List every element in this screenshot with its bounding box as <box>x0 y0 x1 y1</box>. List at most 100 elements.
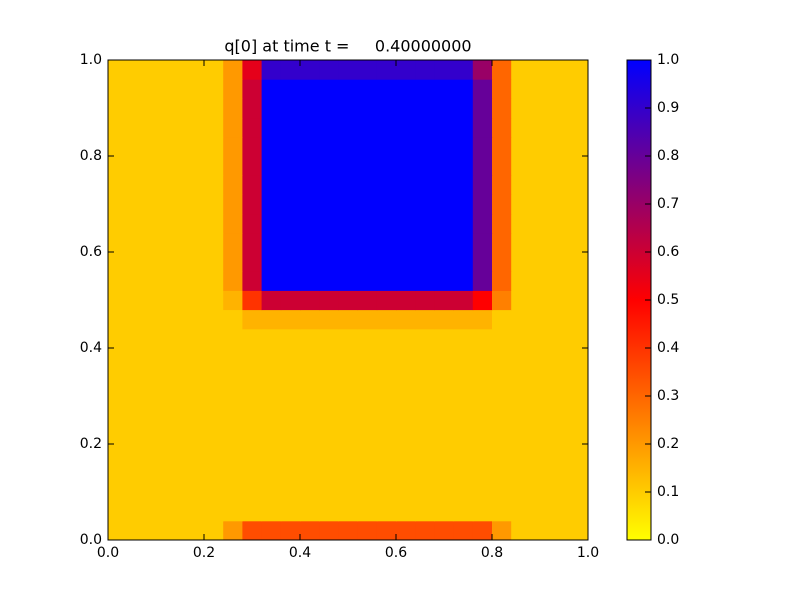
heatmap-cell <box>165 156 186 176</box>
heatmap-cell <box>300 520 320 541</box>
heatmap-cell <box>184 405 205 426</box>
heatmap-cell <box>472 520 493 541</box>
heatmap-cell <box>549 348 570 368</box>
heatmap-cell <box>530 405 551 426</box>
heatmap-cell <box>319 520 339 541</box>
heatmap-cell <box>165 424 186 445</box>
heatmap-cell <box>127 328 147 349</box>
heatmap-cell <box>492 232 512 253</box>
heatmap-cell <box>223 328 243 349</box>
heatmap-cell <box>472 271 493 291</box>
colorbar-tick-label: 0.1 <box>657 484 679 500</box>
x-tick-label: 1.0 <box>577 545 599 561</box>
heatmap-cell <box>146 98 167 119</box>
heatmap-cell <box>108 501 128 522</box>
heatmap-cell <box>184 136 205 157</box>
heatmap-cell <box>108 271 128 291</box>
heatmap-cell <box>184 424 205 445</box>
heatmap-cell <box>472 482 493 503</box>
heatmap-cell <box>146 309 167 330</box>
heatmap-cell <box>357 156 378 176</box>
heatmap-cell <box>127 194 147 215</box>
heatmap-cell <box>280 348 301 368</box>
heatmap-cell <box>204 156 224 176</box>
heatmap-cell <box>242 501 263 522</box>
heatmap-cell <box>223 194 243 215</box>
heatmap-cell <box>434 232 455 253</box>
heatmap-cell <box>319 463 339 483</box>
heatmap-cell <box>127 252 147 272</box>
heatmap-cell <box>165 444 186 464</box>
heatmap-cell <box>472 367 493 387</box>
heatmap-cell <box>127 156 147 176</box>
heatmap-cell <box>511 290 531 311</box>
heatmap-cell <box>453 501 474 522</box>
heatmap-cell <box>434 117 455 138</box>
heatmap-cell <box>319 444 339 464</box>
heatmap-cell <box>184 213 205 234</box>
heatmap-cell <box>415 79 435 99</box>
heatmap-cell <box>357 444 378 464</box>
heatmap-cell <box>396 501 416 522</box>
heatmap-cell <box>492 252 512 272</box>
heatmap-cell <box>146 463 167 483</box>
heatmap-cell <box>357 232 378 253</box>
heatmap-cell <box>492 79 512 99</box>
y-tick-label: 0.0 <box>80 532 102 548</box>
heatmap-cell <box>146 290 167 311</box>
heatmap-cell <box>376 156 397 176</box>
heatmap-cell <box>415 194 435 215</box>
heatmap-cell <box>530 386 551 407</box>
heatmap-cell <box>415 367 435 387</box>
heatmap-cell <box>127 309 147 330</box>
heatmap-cell <box>434 386 455 407</box>
heatmap-cell <box>396 232 416 253</box>
heatmap-cell <box>549 156 570 176</box>
heatmap-cell <box>511 156 531 176</box>
heatmap-cell <box>376 482 397 503</box>
heatmap-cell <box>549 98 570 119</box>
heatmap-cell <box>530 79 551 99</box>
heatmap-cell <box>319 424 339 445</box>
heatmap-cell <box>434 520 455 541</box>
heatmap-cell <box>319 156 339 176</box>
heatmap-cell <box>415 386 435 407</box>
heatmap-cell <box>319 328 339 349</box>
heatmap-cell <box>300 213 320 234</box>
heatmap-cell <box>261 213 282 234</box>
heatmap-cell <box>453 194 474 215</box>
heatmap-cell <box>376 136 397 157</box>
heatmap-cell <box>492 482 512 503</box>
heatmap-cell <box>280 175 301 195</box>
heatmap-cell <box>415 213 435 234</box>
heatmap-cell <box>511 136 531 157</box>
heatmap-cell <box>242 213 263 234</box>
heatmap-cell <box>530 232 551 253</box>
heatmap-cell <box>549 60 570 80</box>
heatmap-cell <box>300 271 320 291</box>
heatmap-cell <box>261 98 282 119</box>
heatmap-cell <box>127 386 147 407</box>
heatmap-cell <box>184 520 205 541</box>
heatmap-cell <box>549 117 570 138</box>
heatmap-cell <box>261 117 282 138</box>
heatmap-cell <box>396 386 416 407</box>
heatmap-cell <box>261 79 282 99</box>
heatmap-cell <box>108 367 128 387</box>
heatmap-cell <box>415 348 435 368</box>
heatmap-cell <box>146 367 167 387</box>
heatmap-cell <box>434 79 455 99</box>
heatmap-cell <box>376 463 397 483</box>
heatmap-cell <box>376 252 397 272</box>
heatmap-cell <box>357 194 378 215</box>
heatmap-cell <box>338 482 359 503</box>
heatmap-cell <box>434 482 455 503</box>
heatmap-cell <box>568 520 589 541</box>
heatmap-cell <box>242 482 263 503</box>
heatmap-cell <box>472 136 493 157</box>
heatmap-cell <box>108 156 128 176</box>
heatmap-cell <box>146 175 167 195</box>
heatmap-cell <box>338 405 359 426</box>
heatmap-cell <box>204 309 224 330</box>
heatmap-cell <box>319 60 339 80</box>
